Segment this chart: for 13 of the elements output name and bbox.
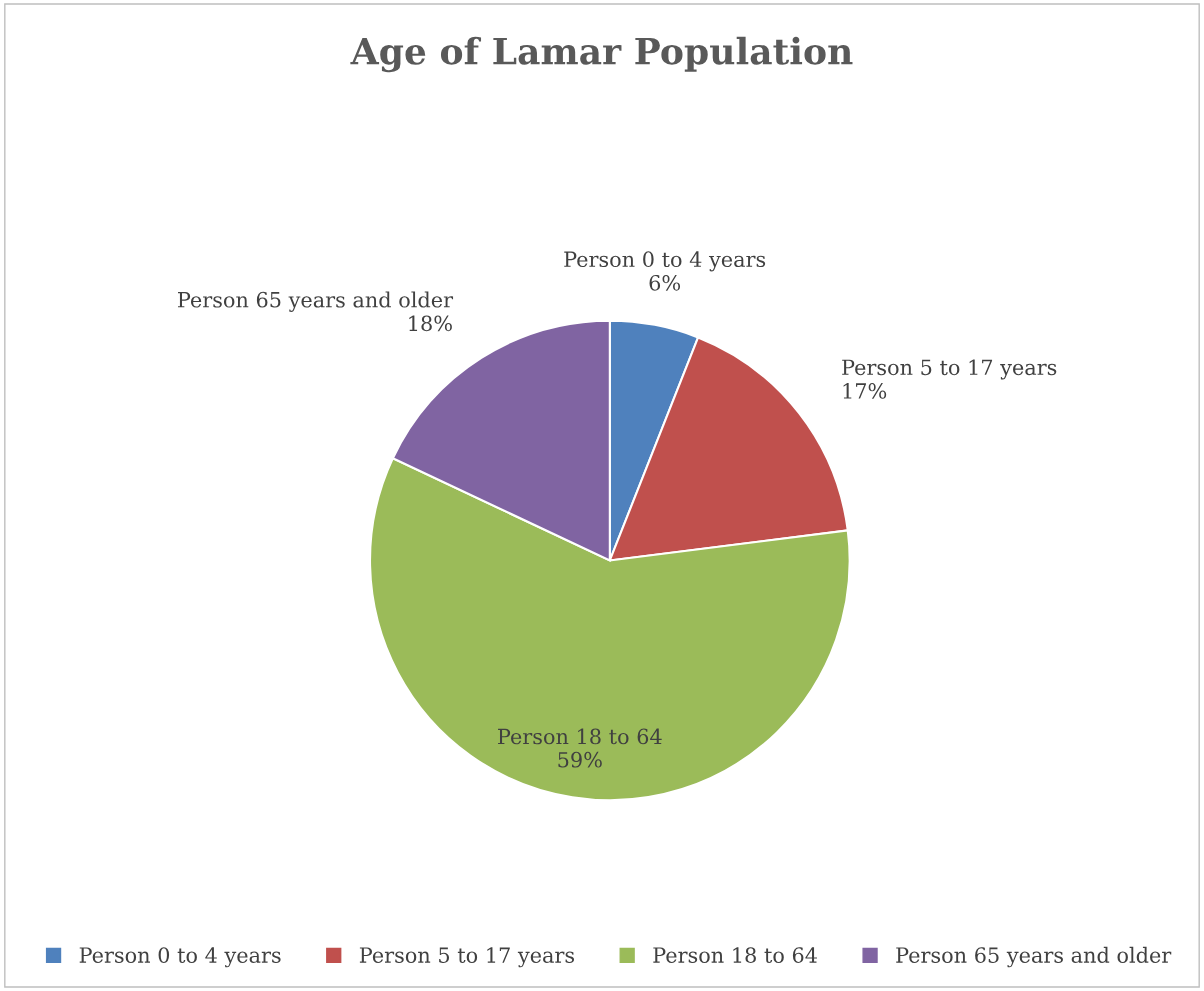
legend-label: Person 18 to 64 [653,947,817,963]
slice-label: Person 0 to 4 years [564,251,766,272]
data-label: 59% [558,751,602,768]
legend-label: Person 5 to 17 years [359,947,575,968]
legend-label: Person 65 years and older [896,946,1172,968]
legend-label: Person 0 to 4 years [79,947,281,968]
slice-label: Person 65 years and older [178,291,454,312]
slice-label: Person 5 to 17 years [842,359,1057,380]
slice-label: Person 18 to 64 [498,728,662,745]
data-label: 6% [649,274,681,291]
chart-title: Age of Lamar Population [350,36,853,73]
data-label: 18% [409,315,452,332]
data-label: 17% [843,383,887,399]
